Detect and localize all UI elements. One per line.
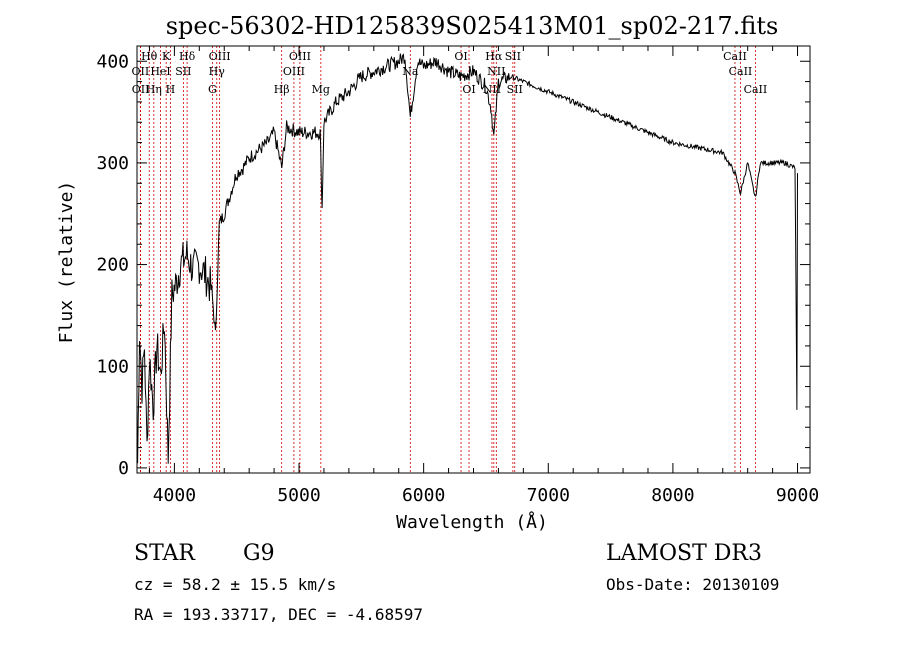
- spectral-line-labels: Hθ OII OII K Hη HeI H Hδ SII OIII Hγ G Hβ OIII OIII Mg N…: [132, 50, 768, 96]
- object-subclass: G9: [243, 541, 275, 566]
- line-label-SII-6716: SII: [505, 50, 521, 63]
- spectral-line-markers: [139, 46, 756, 473]
- y-tick-label-200: 200: [96, 255, 129, 276]
- x-tick-label-7000: 7000: [527, 485, 570, 506]
- line-label-OIII-4959: OIII: [283, 65, 305, 78]
- line-label-SII-6731: SII: [507, 83, 523, 96]
- line-label-OIII-4363: OIII: [209, 50, 231, 63]
- survey-name: LAMOST DR3: [606, 541, 762, 566]
- line-label-OI-6300: OI: [454, 50, 467, 63]
- line-label-CaII-8498: CaII: [723, 50, 747, 63]
- line-label-OII-3727b: OII: [132, 83, 150, 96]
- object-class: STAR: [134, 541, 196, 566]
- info-panel: STAR G9 LAMOST DR3 cz = 58.2 ± 15.5 km/s…: [134, 541, 779, 624]
- line-label-H-delta: Hδ: [179, 50, 196, 63]
- line-label-SII-4072: SII: [175, 65, 191, 78]
- x-axis: 4000 5000 6000 7000 8000 9000: [148, 46, 819, 506]
- y-tick-label-100: 100: [96, 356, 129, 377]
- x-tick-label-5000: 5000: [277, 485, 320, 506]
- line-label-H-gamma: Hγ: [209, 65, 226, 78]
- line-label-H-theta: Hθ: [141, 50, 158, 63]
- x-tick-label-4000: 4000: [153, 485, 196, 506]
- x-tick-label-9000: 9000: [776, 485, 819, 506]
- coordinates: RA = 193.33717, DEC = -4.68597: [134, 605, 423, 624]
- line-label-H-alpha: Hα: [485, 50, 503, 63]
- line-label-NII-6583: NII: [487, 65, 505, 78]
- x-axis-label: Wavelength (Å): [396, 511, 548, 533]
- line-label-CaII-8542: CaII: [729, 65, 753, 78]
- obs-date: Obs-Date: 20130109: [606, 575, 779, 594]
- chart-title: spec-56302-HD125839S025413M01_sp02-217.f…: [166, 12, 779, 40]
- line-label-H-eta: Hη: [146, 83, 162, 96]
- line-label-H: H: [166, 83, 176, 96]
- line-label-Mg: Mg: [312, 83, 330, 96]
- line-label-G: G: [208, 83, 217, 96]
- line-label-OI-6364: OI: [462, 83, 475, 96]
- x-tick-label-8000: 8000: [651, 485, 694, 506]
- y-tick-label-300: 300: [96, 153, 129, 174]
- plot-frame: [136, 45, 811, 474]
- spectrum-line: [137, 53, 798, 464]
- y-tick-label-400: 400: [96, 51, 129, 72]
- line-label-OIII-5007: OIII: [289, 50, 311, 63]
- redshift-readout: cz = 58.2 ± 15.5 km/s: [134, 575, 336, 594]
- line-label-H-beta: Hβ: [274, 83, 290, 96]
- line-label-K: K: [162, 50, 171, 63]
- line-label-OII-3727: OII: [132, 65, 150, 78]
- line-label-CaII-8662: CaII: [744, 83, 768, 96]
- x-tick-label-6000: 6000: [402, 485, 445, 506]
- y-tick-label-0: 0: [118, 458, 129, 479]
- y-axis-label: Flux (relative): [56, 181, 77, 344]
- y-axis: 0 100 200 300 400: [96, 51, 810, 479]
- line-label-HeI: HeI: [150, 65, 170, 78]
